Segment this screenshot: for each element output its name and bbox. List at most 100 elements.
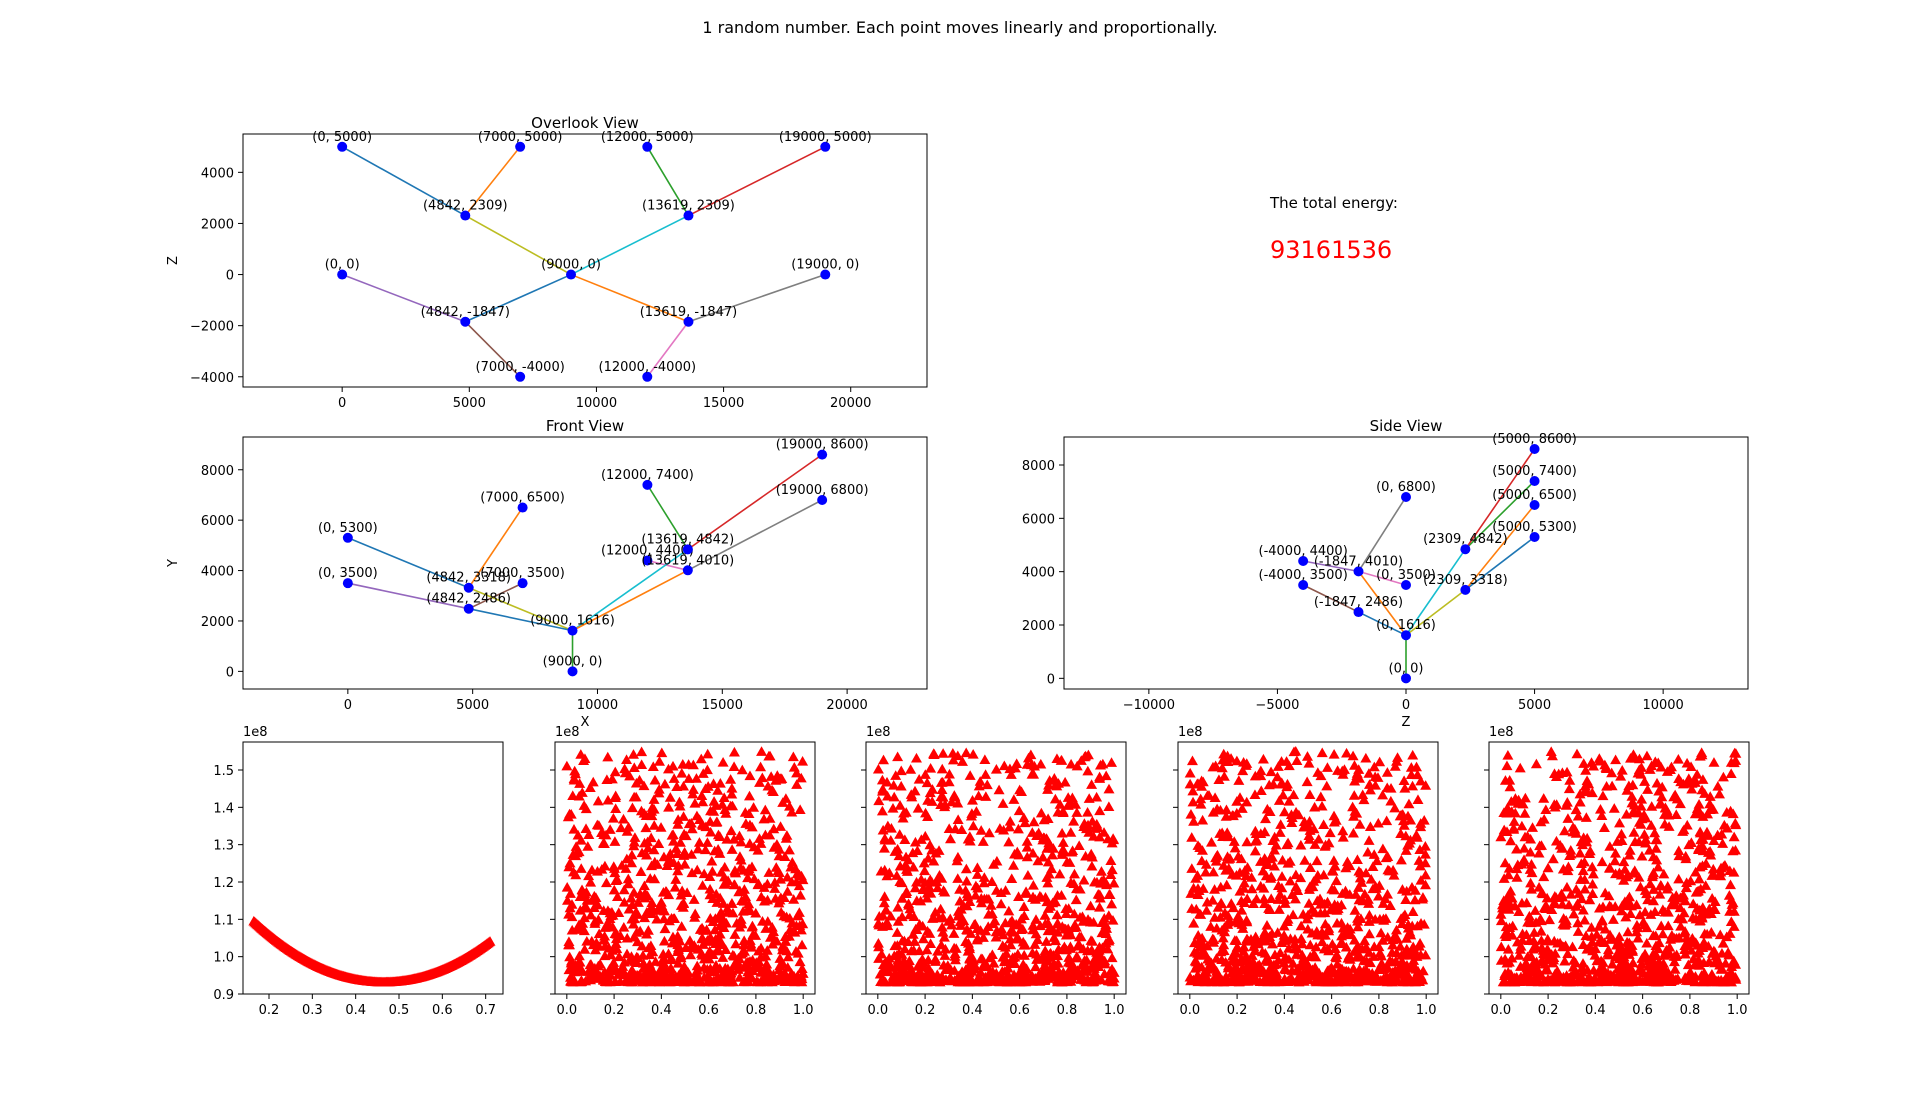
point-label: (13619, 2309) (642, 199, 735, 214)
scatter-marker (1282, 976, 1294, 987)
scatter-marker (703, 976, 715, 987)
scatter-marker (1105, 869, 1117, 880)
scatter-marker (672, 819, 684, 829)
scatter-marker (954, 895, 966, 906)
scatter-marker (1499, 775, 1511, 785)
scatter-marker (649, 873, 661, 884)
scatter-marker (896, 935, 908, 946)
scatter-marker (1650, 930, 1662, 941)
scatter-marker (1381, 888, 1393, 899)
scatter-marker (602, 976, 614, 987)
scatter-marker (967, 820, 979, 831)
scatter-marker (1211, 850, 1223, 861)
scatter-marker (1495, 955, 1507, 965)
scatter-marker (1071, 760, 1083, 771)
scatter-marker (900, 859, 912, 870)
x-tick-label: −5000 (1255, 698, 1299, 713)
scatter-marker (1184, 767, 1196, 778)
scatter-marker (563, 964, 575, 975)
scatter-marker (1364, 784, 1376, 795)
scatter-marker (1395, 964, 1407, 975)
scatter-marker (1637, 952, 1649, 962)
scatter-marker (1584, 894, 1596, 905)
scatter-marker (970, 889, 982, 900)
scatter-marker (1387, 939, 1399, 950)
scatter-marker (1613, 867, 1625, 878)
scatter-marker (1065, 929, 1077, 940)
scatter-marker (1642, 961, 1654, 971)
scatter-marker (1323, 945, 1335, 956)
scatter-marker (971, 862, 983, 872)
scatter-marker (653, 756, 665, 766)
scatter-marker (1324, 827, 1336, 838)
scatter-marker (1657, 904, 1669, 915)
scatter-marker (1103, 783, 1115, 794)
scatter-marker (1557, 941, 1569, 951)
scatter-marker (627, 918, 639, 929)
scatter-marker (1085, 848, 1097, 859)
scatter-marker (1726, 961, 1738, 971)
data-point (820, 269, 831, 280)
scatter-marker (1503, 956, 1515, 967)
connector-line (464, 273, 572, 323)
scatter-marker (1094, 901, 1106, 912)
scatter-marker (1095, 876, 1107, 886)
connector-line (347, 537, 470, 589)
scatter-marker (736, 764, 748, 775)
scatter-marker (754, 833, 766, 843)
scatter-marker (1633, 871, 1645, 882)
scatter-marker (1242, 862, 1254, 872)
scatter-marker (905, 964, 917, 975)
scatter-marker (1608, 803, 1620, 813)
scatter-marker (1073, 938, 1085, 949)
connector-line (468, 587, 573, 632)
scatter-marker (876, 785, 888, 796)
connector-line (1405, 589, 1466, 636)
scatter-marker (1395, 854, 1407, 865)
scatter-marker (1696, 747, 1708, 758)
scatter-marker (714, 848, 726, 858)
scatter-marker (689, 908, 701, 919)
scatter-marker (1564, 976, 1576, 987)
scatter-marker (880, 905, 892, 915)
data-point (1401, 492, 1411, 502)
scatter-marker (1636, 794, 1648, 804)
scatter-marker (1661, 805, 1673, 815)
scatter-marker (1021, 851, 1033, 862)
scatter-marker (1217, 831, 1229, 841)
scatter-marker (1386, 947, 1398, 957)
scatter-marker (1048, 773, 1060, 783)
scatter-marker (710, 888, 722, 899)
scatter-marker (1309, 907, 1321, 917)
scatter-marker (990, 764, 1002, 774)
scatter-marker (1516, 820, 1528, 831)
scatter-marker (790, 920, 802, 930)
data-point (1298, 580, 1309, 590)
data-point (1529, 444, 1540, 454)
scatter-marker (1673, 850, 1685, 861)
scatter-marker (1389, 802, 1401, 813)
scatter-marker (1685, 945, 1697, 955)
x-tick-label: 0.4 (345, 1003, 366, 1018)
scatter-marker (905, 945, 917, 956)
scatter-marker (1390, 955, 1402, 966)
scatter-marker (889, 846, 901, 856)
scatter-marker (926, 876, 938, 887)
scatter-marker (1035, 807, 1047, 818)
scatter-marker (1546, 904, 1558, 914)
scatter-marker (993, 784, 1005, 795)
scatter-marker (1415, 875, 1427, 885)
scatter-marker (1207, 933, 1219, 944)
y-axis-label: Z (166, 256, 181, 265)
scatter-marker (976, 953, 988, 964)
y-tick-label: 2000 (201, 615, 234, 630)
scatter-marker (1552, 937, 1564, 948)
connector-line (1358, 570, 1407, 586)
scatter-marker (1186, 832, 1198, 842)
scatter-marker (629, 832, 641, 842)
scatter-marker (1627, 946, 1639, 956)
scatter-marker (1542, 933, 1554, 944)
scatter-marker (1073, 931, 1085, 942)
scatter-marker (1397, 911, 1409, 922)
